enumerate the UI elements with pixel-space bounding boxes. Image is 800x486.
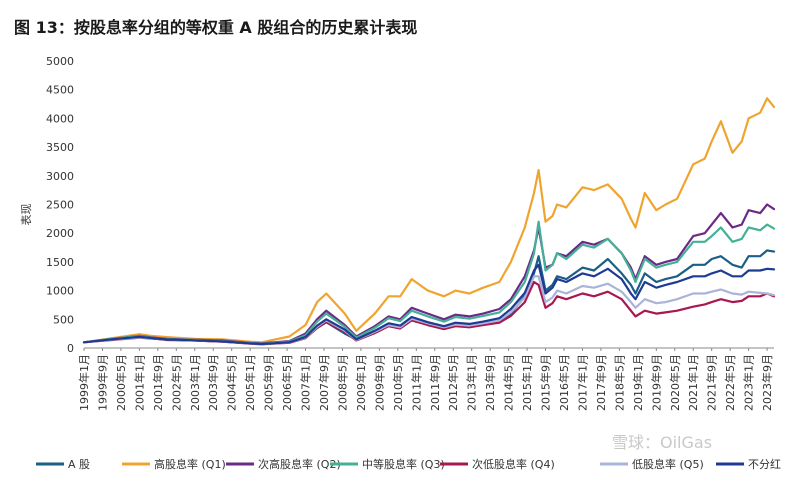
x-tick-label: 2015年9月: [539, 354, 553, 411]
legend-label: 次高股息率 (Q2): [258, 457, 341, 471]
y-tick-label: 4000: [46, 112, 74, 125]
x-tick-label: 2011年9月: [428, 354, 442, 411]
series-line-7: [82, 263, 776, 346]
x-tick-label: 2019年9月: [649, 354, 663, 411]
series-line-6: [82, 275, 776, 346]
chart-title: 图 13：按股息率分组的等权重 A 股组合的历史累计表现: [14, 18, 418, 37]
x-tick-label: 2023年1月: [742, 354, 756, 411]
plot-area: [82, 97, 776, 346]
x-axis: 1999年1月 1999年9月 2000年5月 2001年1月 2001年9月 2002年…: [77, 347, 774, 411]
x-tick-label: 2019年1月: [631, 354, 645, 411]
x-tick-label: 2008年5月: [335, 354, 349, 411]
x-tick-label: 2005年9月: [262, 354, 276, 411]
x-tick-label: 2020年5月: [668, 354, 682, 411]
legend-label: 不分红: [748, 458, 781, 471]
series-line-2: [82, 97, 776, 344]
x-tick-label: 2009年9月: [372, 354, 386, 411]
x-tick-label: 2011年1月: [409, 354, 423, 411]
x-tick-label: 2015年1月: [520, 354, 534, 411]
x-tick-label: 1999年9月: [95, 354, 109, 411]
x-tick-label: 2023年9月: [760, 354, 774, 411]
y-tick-label: 5000: [46, 55, 74, 68]
y-axis: 0 500 1000 1500 2000 2500 3000 3500 4000 4500 5000: [46, 55, 74, 355]
y-tick-label: 1000: [46, 285, 74, 298]
legend-label: A 股: [68, 458, 90, 471]
x-tick-label: 2001年9月: [151, 354, 165, 411]
x-tick-label: 2013年1月: [465, 354, 479, 411]
x-tick-label: 2021年1月: [686, 354, 700, 411]
x-tick-label: 2018年5月: [612, 354, 626, 411]
x-tick-label: 2009年1月: [354, 354, 368, 411]
x-tick-label: 2005年1月: [243, 354, 257, 411]
y-tick-label: 2000: [46, 227, 74, 240]
legend-label: 低股息率 (Q5): [632, 457, 704, 471]
x-tick-label: 2003年1月: [188, 354, 202, 411]
x-tick-label: 2017年9月: [594, 354, 608, 411]
x-tick-label: 2017年1月: [575, 354, 589, 411]
x-tick-label: 2002年5月: [169, 354, 183, 411]
x-tick-label: 2000年5月: [114, 354, 128, 411]
legend-label: 次低股息率 (Q4): [472, 457, 555, 471]
y-tick-label: 0: [67, 342, 74, 355]
x-tick-label: 2013年9月: [483, 354, 497, 411]
x-tick-label: 2006年5月: [280, 354, 294, 411]
legend-label: 中等股息率 (Q3): [362, 457, 445, 471]
x-tick-label: 2010年5月: [391, 354, 405, 411]
legend-label: 高股息率 (Q1): [154, 457, 226, 471]
x-tick-label: 2012年5月: [446, 354, 460, 411]
y-tick-label: 1500: [46, 256, 74, 269]
y-tick-label: 3000: [46, 170, 74, 183]
y-tick-label: 2500: [46, 199, 74, 212]
x-tick-label: 2003年9月: [206, 354, 220, 411]
x-tick-label: 1999年1月: [77, 354, 91, 411]
x-tick-label: 2004年5月: [225, 354, 239, 411]
x-tick-label: 2014年5月: [502, 354, 516, 411]
y-tick-label: 4500: [46, 84, 74, 97]
y-axis-label: 表现: [19, 204, 33, 226]
legend: A 股 高股息率 (Q1) 次高股息率 (Q2) 中等股息率 (Q3) 次低股息率 (Q…: [36, 457, 781, 471]
x-tick-label: 2007年9月: [317, 354, 331, 411]
x-tick-label: 2022年5月: [723, 354, 737, 411]
watermark: 雪球：OilGas: [612, 433, 712, 452]
x-tick-label: 2007年1月: [299, 354, 313, 411]
x-tick-label: 2001年1月: [132, 354, 146, 411]
y-tick-label: 3500: [46, 141, 74, 154]
x-tick-label: 2016年5月: [557, 354, 571, 411]
y-tick-label: 500: [53, 313, 74, 326]
x-tick-label: 2021年9月: [705, 354, 719, 411]
